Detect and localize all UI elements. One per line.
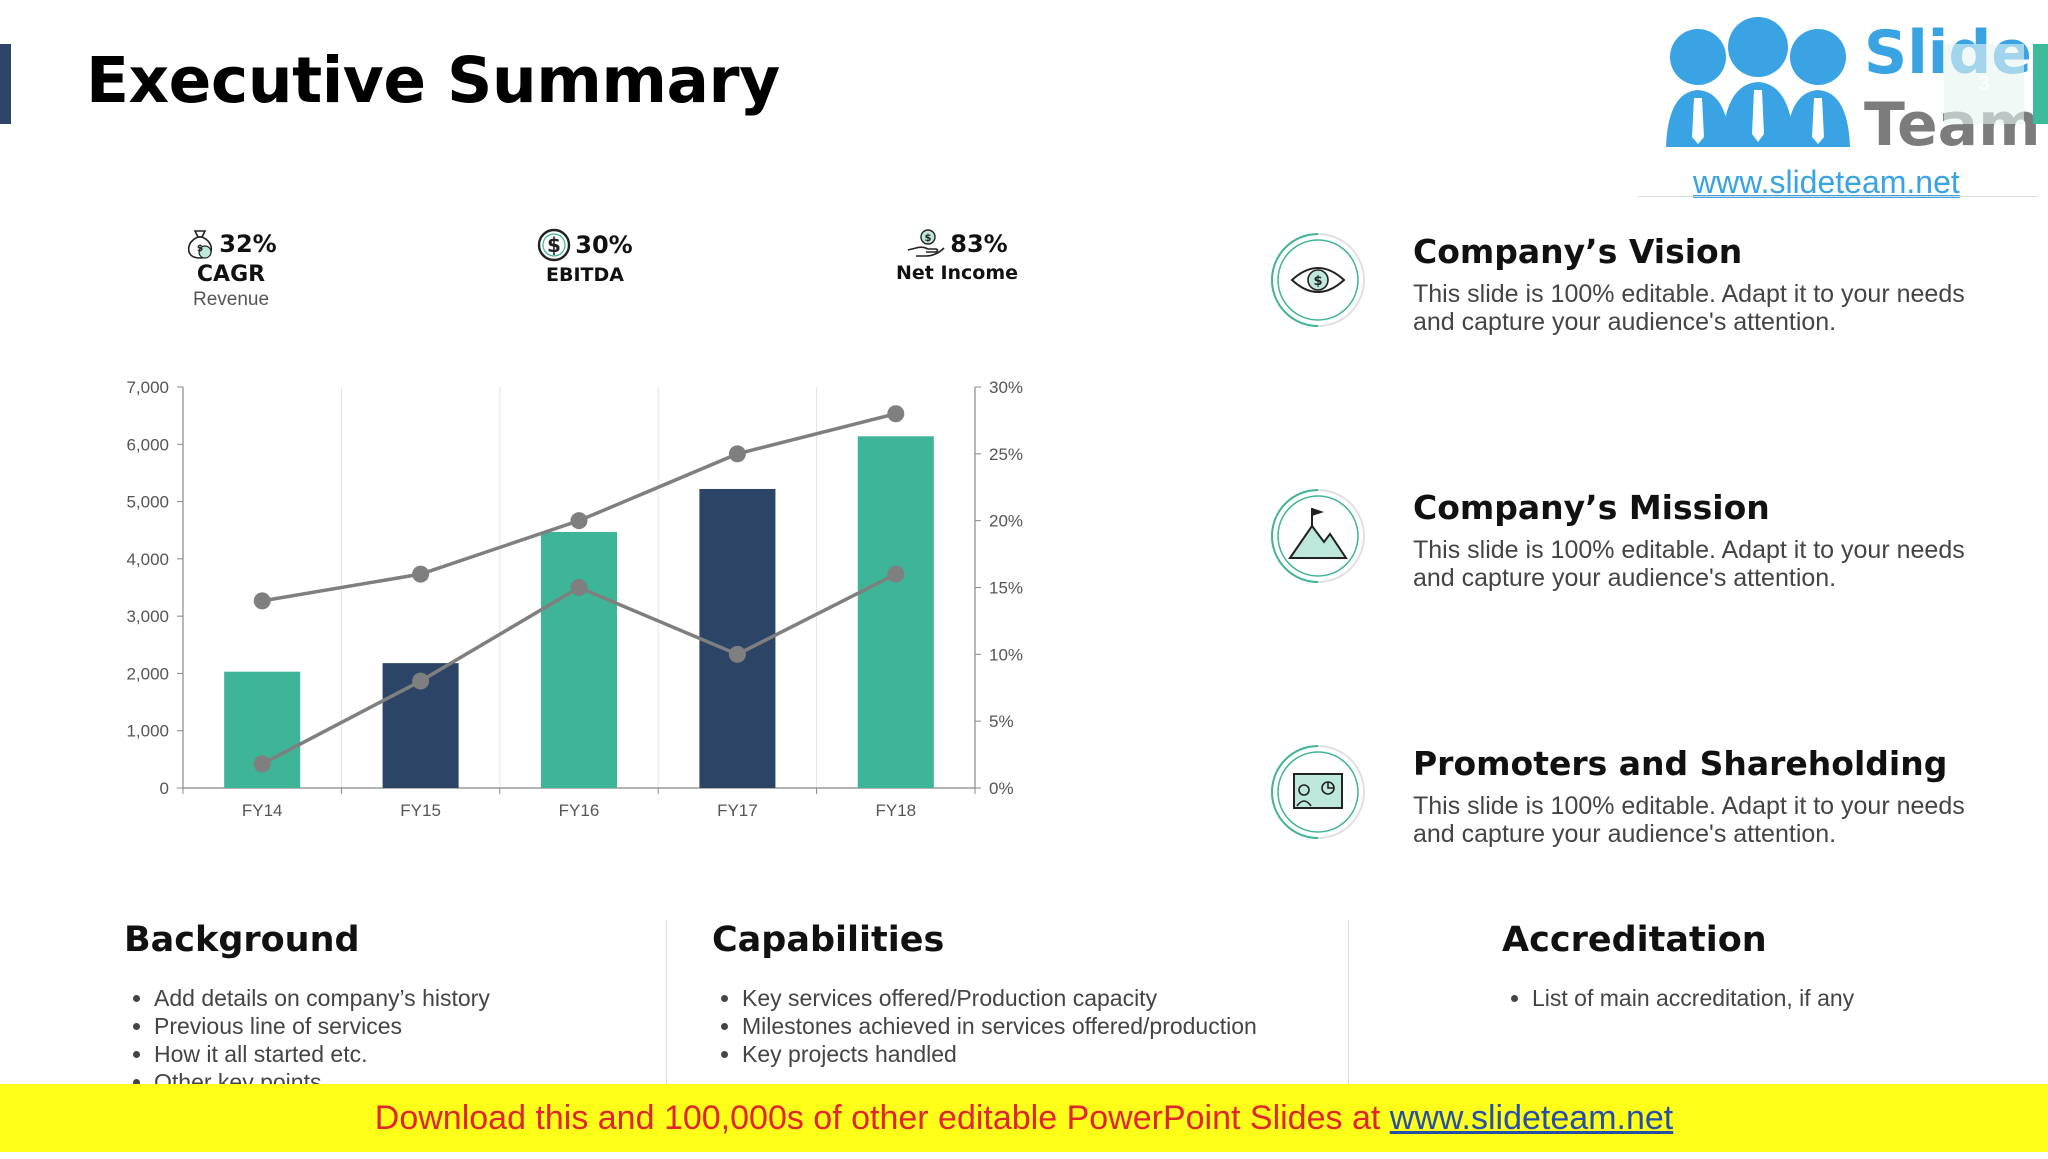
kpi-label: EBITDA [546,264,624,286]
x-tick-label: FY14 [242,801,283,820]
y2-tick-label: 20% [989,512,1023,531]
y-tick-label: 2,000 [126,664,169,683]
y2-tick-label: 25% [989,445,1023,464]
feature-title: Company’s Mission [1413,488,1770,527]
dollar-coin-icon: $ [538,228,571,262]
y2-tick-label: 15% [989,579,1023,598]
feature-description: This slide is 100% editable. Adapt it to… [1413,536,1965,592]
y-tick-label: 7,000 [126,378,169,397]
line-point [887,565,905,583]
line-point [253,592,271,610]
line-point [570,512,588,530]
logo-url-link[interactable]: www.slideteam.net [1693,164,1960,200]
line-point [728,445,746,463]
y-tick-label: 3,000 [126,607,169,626]
y-tick-label: 1,000 [126,722,169,741]
kpi-ebitda: $ 30% EBITDA [510,228,660,286]
section-list: List of main accreditation, if any [1502,984,1854,1012]
line-point [412,672,430,690]
section-capabilities: Capabilities Key services offered/Produc… [712,920,1257,1068]
mountain-flag-icon [1271,489,1365,583]
section-title: Background [124,920,360,960]
section-title: Capabilities [712,920,945,960]
section-list: Key services offered/Production capacity… [712,984,1257,1068]
y2-tick-label: 10% [989,645,1023,664]
y-tick-label: 0 [160,779,169,798]
line-point [412,565,430,583]
feature-shareholding: Promoters and Shareholding This slide is… [1270,744,1990,854]
list-item: List of main accreditation, if any [1532,984,1854,1012]
page-title: Executive Summary [86,44,780,117]
feature-vision: $ Company’s Vision This slide is 100% ed… [1270,232,1990,342]
green-accent-tab [2033,44,2048,124]
kpi-value: 32% [219,230,277,258]
revenue-combo-chart: 0 1,000 2,000 3,000 4,000 5,000 6,000 7,000 0% 5%… [126,378,1023,820]
bar [857,436,934,788]
banner-text: Download this and 100,000s of other edit… [374,1099,1390,1137]
list-item: Add details on company’s history [154,984,490,1012]
list-item: Previous line of services [154,1012,490,1040]
feature-title: Company’s Vision [1413,232,1743,271]
line-point [253,755,271,773]
section-divider [666,920,667,1090]
section-title: Accreditation [1502,920,1767,960]
y-tick-label: 5,000 [126,493,169,512]
x-tick-label: FY15 [400,801,441,820]
presentation-board-icon [1271,745,1365,839]
line-point [570,579,588,596]
banner-link[interactable]: www.slideteam.net [1389,1099,1674,1137]
svg-text:$: $ [1313,274,1322,289]
list-item: How it all started etc. [154,1040,490,1068]
title-accent-bar [0,44,11,124]
x-tick-label: FY16 [559,801,600,820]
feature-description: This slide is 100% editable. Adapt it to… [1413,280,1965,336]
eye-icon: $ [1271,233,1365,327]
y-tick-label: 4,000 [126,550,169,569]
x-tick-label: FY17 [717,801,758,820]
list-item: Milestones achieved in services offered/… [742,1012,1257,1040]
section-accreditation: Accreditation List of main accreditation… [1502,920,1854,1012]
feature-description: This slide is 100% editable. Adapt it to… [1413,792,1965,848]
feature-title: Promoters and Shareholding [1413,744,1948,783]
kpi-label: CAGR [196,262,266,287]
svg-text:$: $ [197,244,203,254]
kpi-sublabel: Revenue [192,289,270,310]
list-item: Key services offered/Production capacity [742,984,1257,1012]
hand-coin-icon: $ [908,229,945,257]
y-tick-label: 6,000 [126,435,169,454]
section-list: Add details on company’s history Previou… [124,984,490,1096]
x-tick-label: FY18 [875,801,916,820]
feature-mission: Company’s Mission This slide is 100% edi… [1270,488,1990,598]
section-background: Background Add details on company’s hist… [124,920,490,1096]
kpi-label: Net Income [895,262,1019,284]
y2-tick-label: 5% [989,712,1014,731]
kpi-value: 83% [950,230,1008,258]
section-divider [1348,920,1349,1090]
logo-divider [1638,196,2038,197]
svg-text:$: $ [925,233,932,244]
money-bag-icon: $ [188,230,213,259]
bar [540,531,618,788]
y2-tick-label: 0% [989,779,1014,798]
kpi-value: 30% [575,231,633,259]
list-item: Key projects handled [742,1040,1257,1068]
download-banner: Download this and 100,000s of other edit… [0,1084,2048,1152]
line-point [887,405,905,423]
kpi-net-income: $ 83% Net Income [880,228,1034,284]
people-logo-icon [1666,17,1850,147]
y2-tick-label: 30% [989,378,1023,397]
kpi-cagr: $ 32% CAGR Revenue [150,228,312,311]
svg-text:$: $ [547,233,561,257]
bar [699,488,776,788]
line-point [728,645,746,663]
slide-number: 3 [1944,44,2024,124]
